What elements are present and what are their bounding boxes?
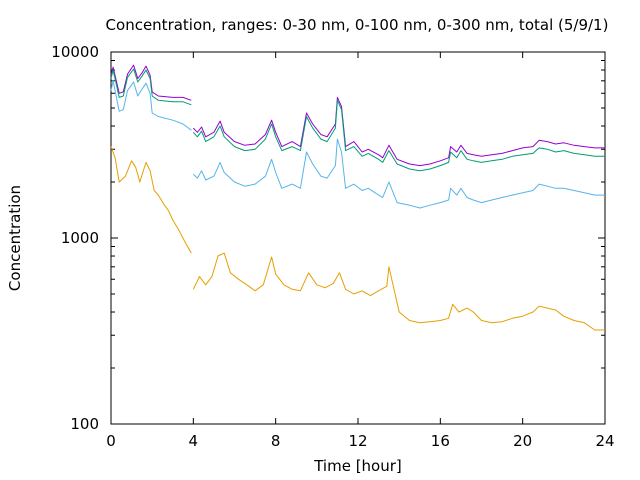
x-axis-label: Time [hour] [313, 457, 402, 475]
x-tick-label: 12 [348, 432, 367, 450]
series-line-2 [110, 68, 605, 172]
chart-title: Concentration, ranges: 0-30 nm, 0-100 nm… [106, 16, 609, 34]
y-axis-label: Concentration [6, 185, 24, 291]
series-line-4 [110, 146, 605, 331]
x-tick-label: 20 [513, 432, 532, 450]
tick-labels: 0 4 8 12 16 20 24 100 1000 10000 [51, 43, 614, 450]
plot-frame [110, 51, 606, 425]
x-tick-label: 16 [431, 432, 450, 450]
x-tick-label: 8 [271, 432, 281, 450]
y-tick-label: 100 [70, 415, 99, 433]
y-tick-label: 10000 [51, 43, 99, 61]
x-tick-label: 24 [595, 432, 614, 450]
axis-ticks [110, 51, 606, 425]
y-tick-label: 1000 [61, 229, 99, 247]
x-tick-label: 4 [189, 432, 199, 450]
series-line-1 [110, 64, 605, 167]
series-layer [110, 64, 605, 331]
series-line-3 [110, 80, 605, 209]
x-tick-label: 0 [106, 432, 116, 450]
